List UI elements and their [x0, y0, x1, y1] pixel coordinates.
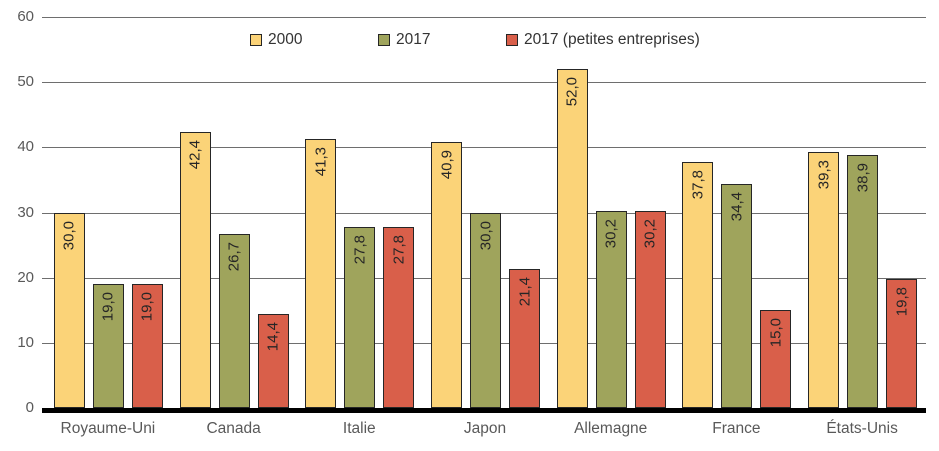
bar: 21,4	[509, 268, 540, 408]
bar-value-label: 39,3	[815, 159, 833, 190]
y-tick-label: 30	[17, 203, 34, 221]
bar-value-label: 21,4	[516, 276, 533, 306]
bar: 52,0	[556, 69, 588, 408]
bar: 26,7	[218, 234, 250, 408]
gridline	[42, 82, 926, 84]
x-category-label: Allemagne	[574, 420, 648, 437]
bar: 30,0	[53, 212, 85, 408]
bar-value-label: 27,8	[390, 234, 408, 264]
bar-value-label: 40,9	[438, 149, 455, 179]
y-tick-label: 40	[17, 138, 34, 156]
bar-value-label: 15,0	[767, 318, 785, 348]
bar-value-label: 30,0	[477, 220, 494, 250]
legend-item: 2000	[250, 31, 302, 49]
bar-value-label: 19,0	[99, 292, 117, 322]
bar-value-label: 52,0	[563, 77, 581, 107]
bar-value-label: 14,4	[264, 322, 282, 352]
legend-item: 2017	[378, 31, 430, 49]
bar-value-label: 19,8	[893, 287, 911, 317]
bar: 42,4	[179, 131, 211, 408]
x-category-label: France	[712, 420, 761, 437]
bar: 41,3	[305, 138, 337, 408]
legend-label: 2000	[268, 31, 303, 48]
bar-value-label: 27,8	[351, 234, 369, 264]
y-tick-label: 50	[17, 73, 34, 91]
legend-item: 2017 (petites entreprises)	[506, 31, 700, 49]
x-category-label: Royaume-Uni	[60, 420, 156, 437]
bar-value-label: 30,2	[641, 219, 659, 249]
chart-legend: 2000 2017 2017 (petites entreprises)	[0, 0, 939, 60]
bar-value-label: 19,0	[138, 292, 156, 322]
gridline	[42, 147, 926, 149]
bar: 19,8	[886, 279, 918, 408]
y-tick-label: 20	[17, 268, 34, 286]
bar-value-label: 30,0	[60, 220, 78, 250]
x-category-label: États-Unis	[826, 420, 898, 437]
bar-value-label: 42,4	[186, 139, 204, 169]
bar: 38,9	[847, 154, 879, 408]
bar: 15,0	[760, 310, 792, 409]
x-category-label: Japon	[463, 420, 507, 437]
legend-label: 2017 (petites entreprises)	[524, 31, 700, 48]
y-tick-label: 60	[17, 8, 34, 25]
bar: 14,4	[257, 314, 289, 408]
gridline	[42, 17, 926, 18]
legend-marker-2017-petites-entreprises	[506, 34, 518, 46]
bar-value-label: 41,3	[312, 146, 330, 177]
bar-value-label: 26,7	[225, 242, 243, 272]
bar: 19,0	[92, 284, 124, 408]
legend-marker-2000	[250, 34, 262, 46]
bar-value-label: 34,4	[728, 191, 746, 221]
bar: 37,8	[682, 161, 714, 408]
y-tick-label: 0	[25, 399, 34, 416]
bar: 30,2	[634, 211, 666, 408]
bar: 34,4	[721, 183, 753, 408]
bar: 27,8	[344, 226, 376, 408]
bar: 30,0	[470, 212, 501, 408]
x-axis-baseline	[42, 408, 926, 413]
bar: 39,3	[808, 151, 840, 408]
x-category-label: Canada	[206, 420, 261, 437]
legend-marker-2017	[378, 34, 390, 46]
bar: 27,8	[383, 226, 415, 408]
bar: 30,2	[595, 211, 627, 408]
bar: 19,0	[131, 284, 163, 408]
bar-value-label: 37,8	[689, 169, 707, 199]
x-category-label: Italie	[342, 420, 376, 437]
bar: 40,9	[431, 141, 462, 408]
bar-value-label: 30,2	[602, 219, 620, 249]
y-tick-label: 10	[17, 333, 34, 351]
legend-label: 2017	[396, 31, 431, 48]
bar-value-label: 38,9	[854, 162, 872, 192]
